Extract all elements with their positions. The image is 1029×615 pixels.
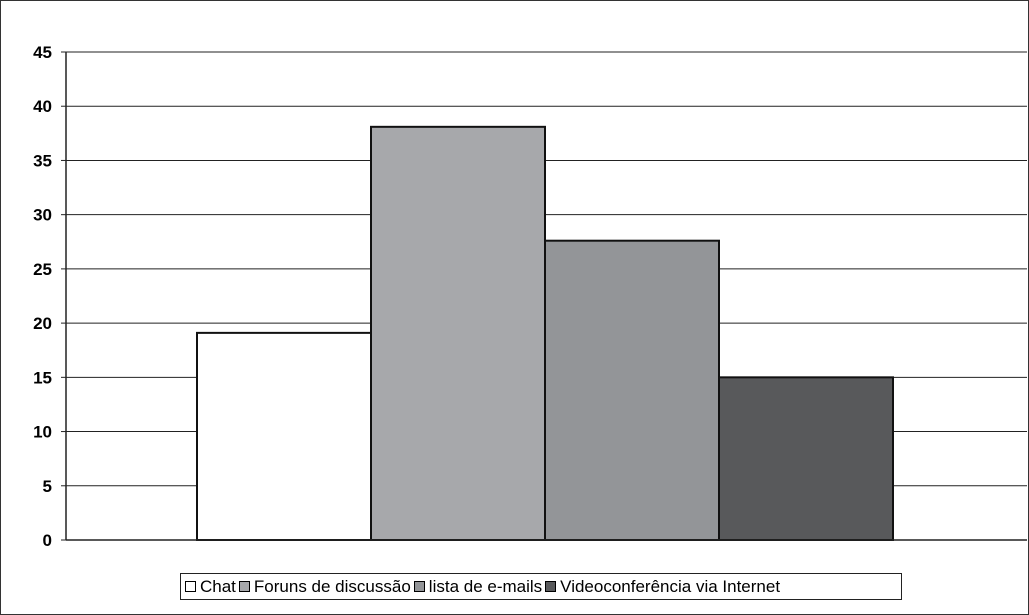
y-tick-label: 15 bbox=[33, 368, 52, 387]
legend-swatch-chat bbox=[185, 581, 196, 592]
legend-label-lista: lista de e-mails bbox=[428, 576, 543, 596]
legend-label-videoconferencia: Videoconferência via Internet bbox=[560, 576, 781, 596]
y-tick-label: 0 bbox=[43, 531, 52, 550]
legend-swatch-lista bbox=[413, 581, 425, 592]
bar bbox=[544, 239, 720, 541]
y-tick-label: 20 bbox=[33, 314, 52, 333]
bar bbox=[196, 331, 372, 542]
legend-swatch-videoconferencia bbox=[545, 581, 557, 592]
y-tick-label: 10 bbox=[33, 423, 52, 442]
legend-label-foruns: Foruns de discussão bbox=[253, 576, 411, 596]
legend-label-chat: Chat bbox=[200, 576, 236, 596]
y-tick-label: 40 bbox=[33, 97, 52, 116]
bars bbox=[196, 125, 894, 542]
bar bbox=[370, 125, 546, 542]
y-tick-label: 45 bbox=[33, 43, 52, 62]
y-axis: 0 5 10 15 20 25 30 35 40 45 bbox=[33, 43, 67, 550]
legend-swatch-foruns bbox=[238, 581, 250, 592]
legend-item-videoconferencia: Videoconferência via Internet bbox=[545, 577, 780, 597]
y-tick-label: 35 bbox=[33, 151, 52, 170]
legend: Chat Foruns de discussão lista de e-mail… bbox=[180, 573, 902, 600]
y-tick-label: 30 bbox=[33, 206, 52, 225]
bar bbox=[718, 376, 894, 542]
legend-item-chat: Chat bbox=[185, 577, 236, 597]
legend-item-foruns: Foruns de discussão bbox=[238, 576, 411, 597]
y-tick-label: 25 bbox=[33, 260, 52, 279]
y-tick-label: 5 bbox=[43, 477, 52, 496]
legend-item-lista: lista de e-mails bbox=[413, 576, 543, 597]
